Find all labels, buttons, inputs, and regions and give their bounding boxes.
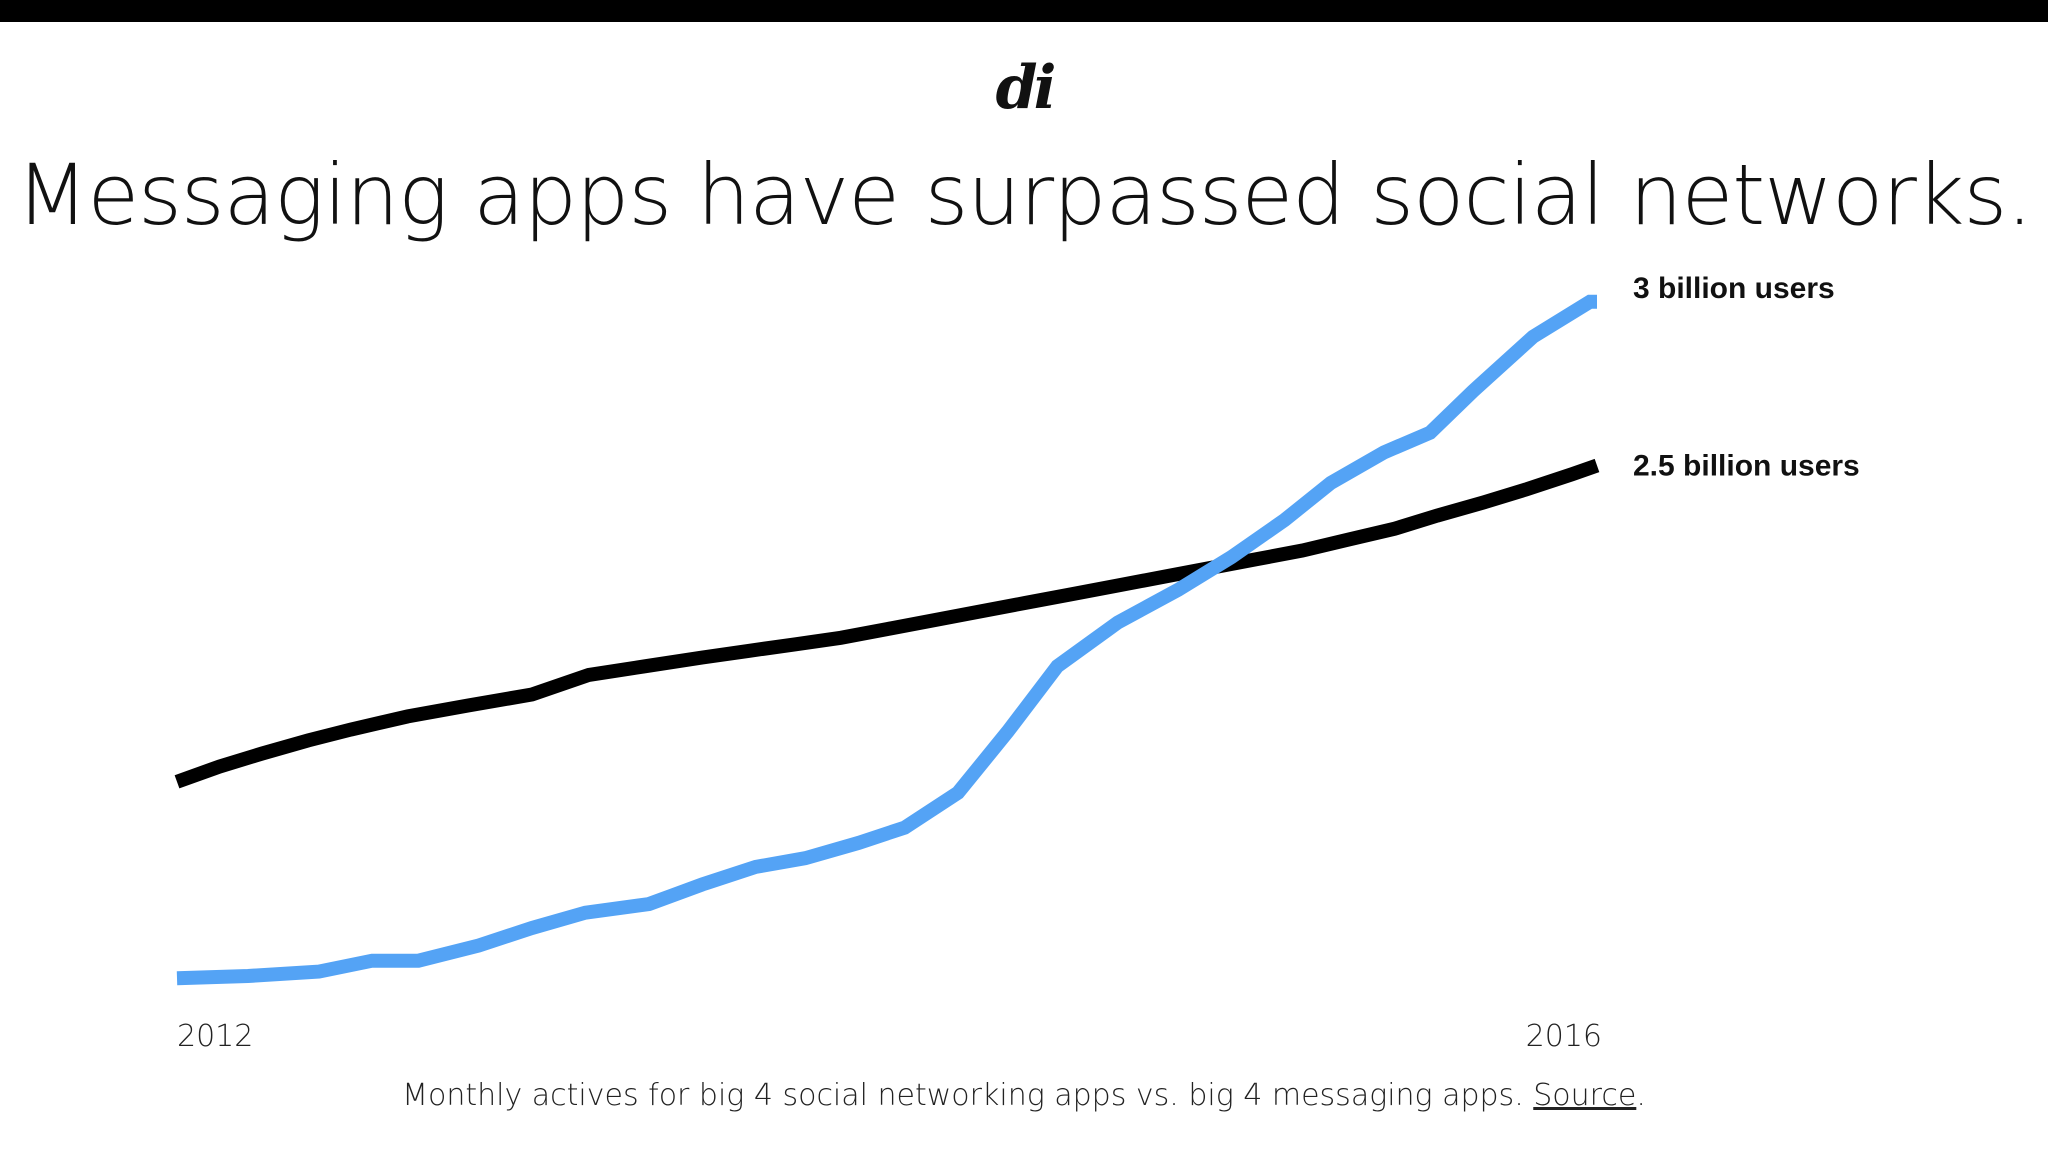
source-link[interactable]: Source [1533,1078,1637,1113]
social-series-line [174,458,1600,789]
x-tick-label-2012: 2012 [177,1019,253,1054]
caption: Monthly actives for big 4 social network… [0,1076,2048,1116]
chart-title: Messaging apps have surpassed social net… [16,146,2033,244]
caption-end: . [1636,1078,1646,1113]
social-series-end-label: 2.5 billion users [1633,449,1860,482]
messaging-series-line [176,294,1597,986]
caption-text: Monthly actives for big 4 social network… [402,1078,1534,1113]
logo: di [995,53,1057,123]
x-tick-label-2016: 2016 [1526,1019,1602,1054]
messaging-series-end-label: 3 billion users [1633,272,1835,305]
top-bar [0,0,2048,22]
